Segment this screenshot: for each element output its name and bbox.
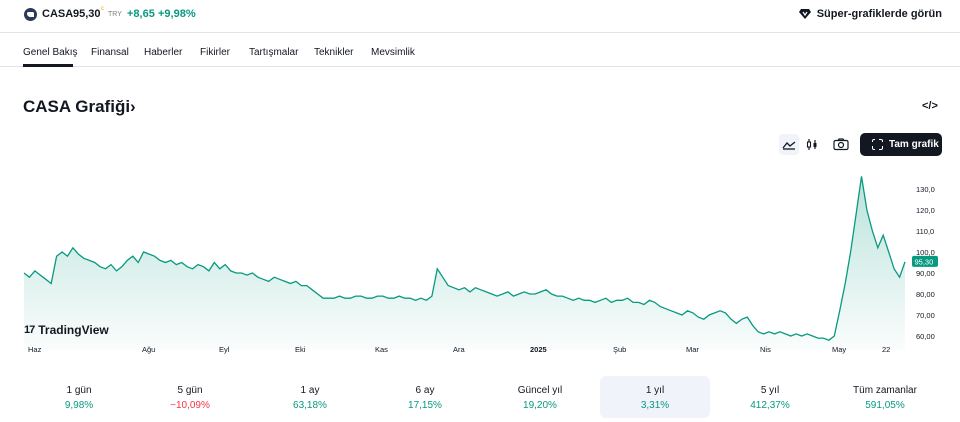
period-change-value: 3,31% xyxy=(640,400,670,411)
chart-title[interactable]: CASA Grafiği› xyxy=(23,97,136,117)
candlestick-icon xyxy=(806,139,817,150)
period-4[interactable]: Güncel yıl 19,20% xyxy=(485,376,595,418)
period-label: Tüm zamanlar xyxy=(853,385,917,396)
period-change-value: 412,37% xyxy=(750,400,790,411)
period-0[interactable]: 1 gün 9,98% xyxy=(24,376,134,418)
x-tick-label: Eyl xyxy=(219,345,230,354)
last-price-label: 95,30 xyxy=(915,257,934,266)
area-chart-button[interactable] xyxy=(779,134,799,155)
price-line xyxy=(23,176,906,341)
candlestick-chart-button[interactable] xyxy=(802,134,822,155)
x-tick-label: Ağu xyxy=(142,345,155,354)
x-tick-label: Eki xyxy=(295,345,306,354)
period-label: 5 gün xyxy=(177,385,203,396)
price-superscript: c xyxy=(101,6,104,12)
chevron-right-icon: › xyxy=(130,97,136,116)
period-change-value: 17,15% xyxy=(408,400,442,411)
period-label: Güncel yıl xyxy=(517,385,563,396)
period-7[interactable]: Tüm zamanlar 591,05% xyxy=(830,376,940,418)
symbol-name: CASA xyxy=(42,8,74,20)
area-chart-icon xyxy=(782,141,796,150)
price-area-fill xyxy=(24,176,905,350)
x-tick-label: Mar xyxy=(686,345,699,354)
full-chart-button[interactable]: Tam grafik xyxy=(860,133,942,156)
period-change-value: −10,09% xyxy=(170,400,210,411)
period-1[interactable]: 5 gün −10,09% xyxy=(135,376,245,418)
x-tick-label: Kas xyxy=(375,345,388,354)
y-tick-label: 70,00 xyxy=(916,311,935,320)
x-tick-label: May xyxy=(832,345,846,354)
period-change-value: 591,05% xyxy=(865,400,905,411)
price-change: +8,65 xyxy=(127,8,155,20)
x-tick-label: Haz xyxy=(28,345,42,354)
tradingview-mark-icon: 17 xyxy=(24,324,35,336)
x-tick-label: Ara xyxy=(453,345,466,354)
top-bar: CASA 95,30 c TRY +8,65 +9,98% Süper-graf… xyxy=(0,0,960,33)
snapshot-button[interactable] xyxy=(830,134,852,155)
last-price: 95,30 xyxy=(73,8,101,20)
y-tick-label: 60,00 xyxy=(916,332,935,341)
y-tick-label: 110,0 xyxy=(916,227,934,236)
super-charts-link[interactable]: Süper-grafiklerde görün xyxy=(798,8,942,20)
tab-seasonals[interactable]: Mevsimlik xyxy=(371,47,415,58)
camera-icon xyxy=(833,138,849,151)
period-change-value: 19,20% xyxy=(523,400,557,411)
tab-bar: Genel Bakış Finansal Haberler Fikirler T… xyxy=(0,34,960,67)
tradingview-logo[interactable]: 17 TradingView xyxy=(24,323,109,337)
super-charts-icon xyxy=(798,9,811,19)
price-change-percent: +9,98% xyxy=(158,8,196,20)
tab-discussions[interactable]: Tartışmalar xyxy=(249,47,299,58)
period-label: 1 gün xyxy=(66,385,92,396)
period-label: 1 yıl xyxy=(645,385,665,396)
currency-label: TRY xyxy=(108,11,122,18)
x-tick-label: Şub xyxy=(613,345,626,354)
tab-news[interactable]: Haberler xyxy=(144,47,183,58)
chart-title-text: CASA Grafiği xyxy=(23,97,131,116)
y-tick-label: 120,0 xyxy=(916,206,935,215)
last-price-badge xyxy=(912,255,938,267)
active-tab-indicator xyxy=(23,64,73,67)
fullscreen-icon xyxy=(871,138,883,150)
full-chart-label: Tam grafik xyxy=(889,139,939,150)
x-tick-label: 2025 xyxy=(530,345,547,354)
price-chart[interactable]: 60,00 70,00 80,00 90,00 100,0 110,0 120,0 130,0… xyxy=(0,160,960,360)
tab-ideas[interactable]: Fikirler xyxy=(200,47,230,58)
period-2[interactable]: 1 ay 63,18% xyxy=(255,376,365,418)
y-tick-label: 90,00 xyxy=(916,269,935,278)
super-charts-label: Süper-grafiklerde görün xyxy=(816,8,942,20)
embed-code-icon[interactable]: </> xyxy=(922,100,938,112)
tab-overview[interactable]: Genel Bakış xyxy=(23,47,78,58)
tab-technicals[interactable]: Teknikler xyxy=(314,47,354,58)
company-logo-icon xyxy=(24,8,37,21)
x-tick-label: Nis xyxy=(760,345,771,354)
y-tick-label: 130,0 xyxy=(916,185,935,194)
x-tick-label: 22 xyxy=(882,345,890,354)
period-label: 1 ay xyxy=(300,385,320,396)
period-change-value: 63,18% xyxy=(293,400,327,411)
y-tick-label: 100,0 xyxy=(916,248,935,257)
period-3[interactable]: 6 ay 17,15% xyxy=(370,376,480,418)
tab-financials[interactable]: Finansal xyxy=(91,47,129,58)
period-change-value: 9,98% xyxy=(64,400,94,411)
period-6[interactable]: 5 yıl 412,37% xyxy=(715,376,825,418)
period-label: 5 yıl xyxy=(760,385,780,396)
tradingview-wordmark: TradingView xyxy=(38,323,109,337)
period-label: 6 ay xyxy=(415,385,435,396)
period-5[interactable]: 1 yıl 3,31% xyxy=(600,376,710,418)
y-tick-label: 80,00 xyxy=(916,290,935,299)
